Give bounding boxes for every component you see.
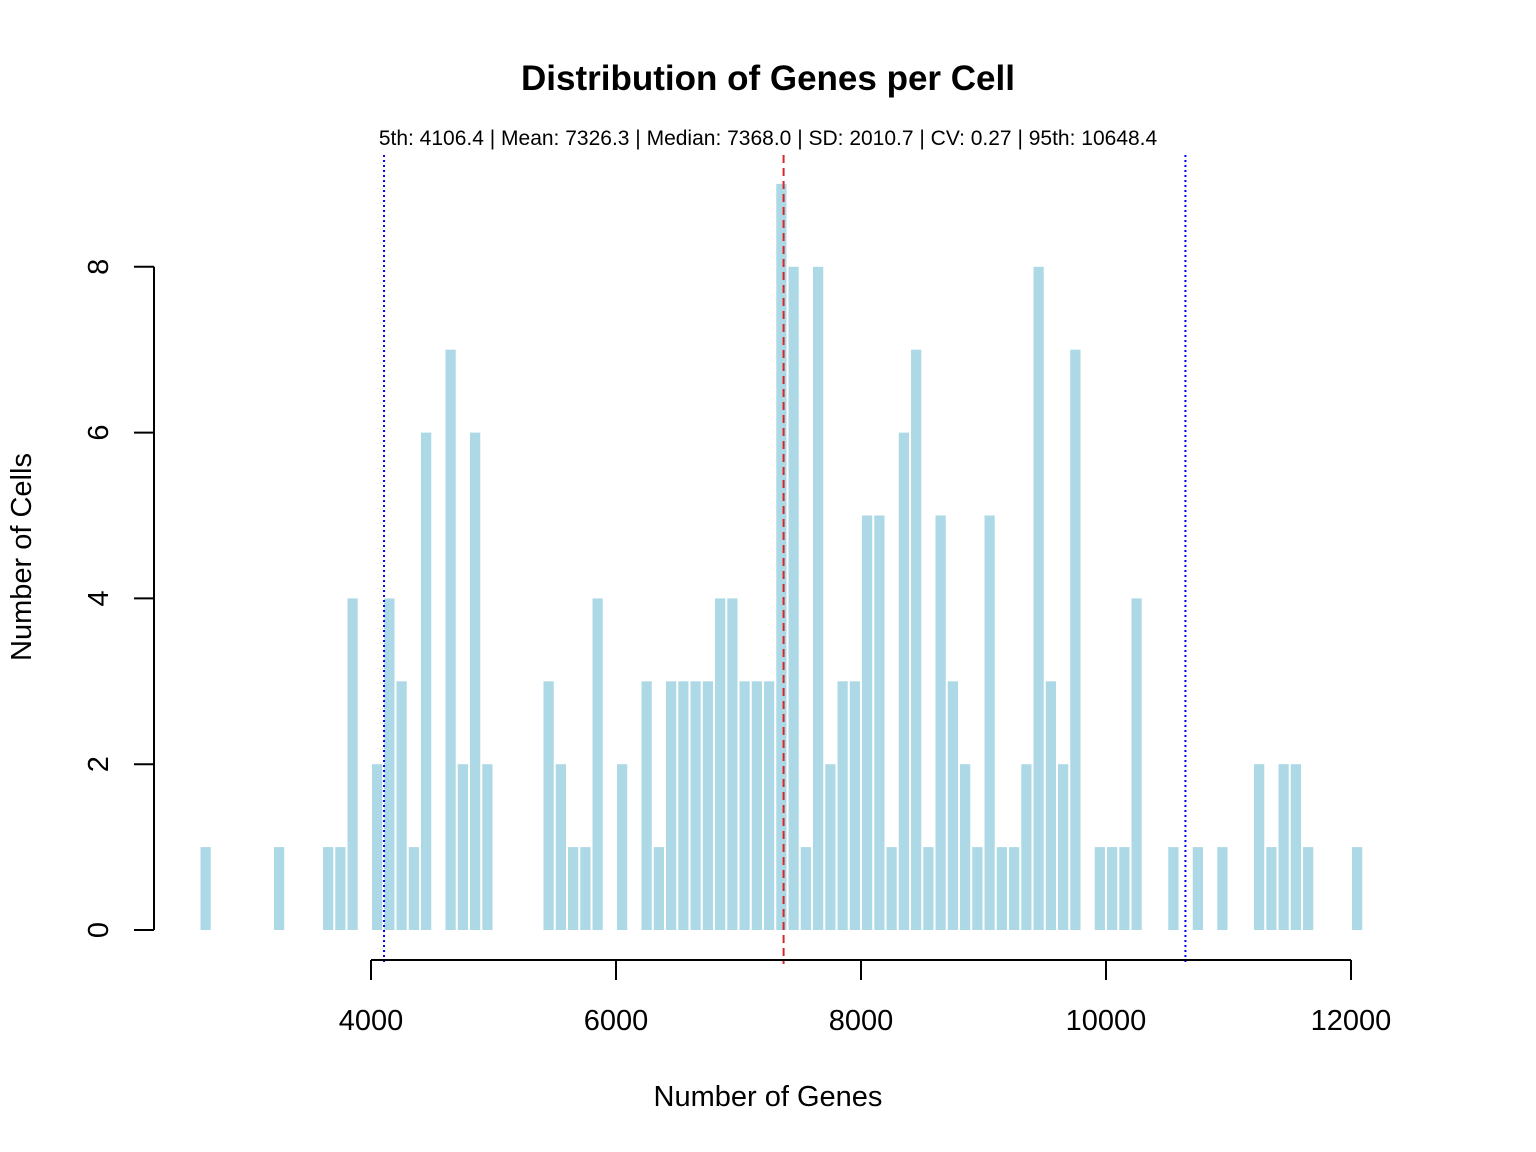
histogram-bar	[1058, 764, 1069, 930]
histogram-bar	[898, 432, 909, 930]
histogram-bar	[874, 515, 885, 930]
y-axis: 0 2 4 6 8	[83, 259, 155, 938]
histogram-bar	[580, 847, 591, 930]
histogram-bar	[543, 681, 554, 930]
histogram-bar	[813, 266, 824, 930]
histogram-bar	[715, 598, 726, 930]
histogram-bar	[776, 183, 787, 930]
y-tick-label: 4	[83, 590, 115, 606]
x-axis-label: Number of Genes	[654, 1081, 883, 1113]
histogram-bar	[984, 515, 995, 930]
x-tick-label: 4000	[339, 1005, 404, 1037]
reference-lines	[383, 155, 1187, 964]
histogram-bar	[690, 681, 701, 930]
histogram-bar	[1119, 847, 1130, 930]
histogram-bar	[1168, 847, 1179, 930]
chart-title: Distribution of Genes per Cell	[521, 59, 1015, 98]
histogram-bar	[1033, 266, 1044, 930]
histogram-bar	[678, 681, 689, 930]
histogram-bar	[960, 764, 971, 930]
histogram-bar	[1021, 764, 1032, 930]
histogram-bar	[849, 681, 860, 930]
histogram-bar	[1131, 598, 1142, 930]
histogram-bar	[739, 681, 750, 930]
histogram-bar	[641, 681, 652, 930]
histogram-bar	[1352, 847, 1363, 930]
histogram-bar	[837, 681, 848, 930]
histogram-bar	[1045, 681, 1056, 930]
histogram-bar	[274, 847, 285, 930]
histogram-bar	[666, 681, 677, 930]
histogram-bar	[592, 598, 603, 930]
x-tick-label: 6000	[584, 1005, 649, 1037]
histogram-bar	[911, 349, 922, 930]
histogram-bar	[862, 515, 873, 930]
y-tick-label: 2	[83, 756, 115, 772]
histogram-bar	[335, 847, 346, 930]
histogram-bars	[200, 183, 1363, 930]
histogram-bar	[947, 681, 958, 930]
histogram-bar	[800, 847, 811, 930]
histogram-bar	[1303, 847, 1314, 930]
histogram-bar	[751, 681, 762, 930]
histogram-bar	[457, 764, 468, 930]
histogram-bar	[1107, 847, 1118, 930]
histogram-bar	[702, 681, 713, 930]
histogram-bar	[617, 764, 628, 930]
histogram-bar	[1290, 764, 1301, 930]
histogram-bar	[408, 847, 419, 930]
histogram-bar	[1278, 764, 1289, 930]
histogram-bar	[384, 598, 395, 930]
histogram-bar	[323, 847, 334, 930]
histogram-bar	[727, 598, 738, 930]
histogram-bar	[445, 349, 456, 930]
histogram-bar	[555, 764, 566, 930]
y-tick-label: 0	[83, 922, 115, 938]
histogram-bar	[1254, 764, 1265, 930]
histogram-bar	[1009, 847, 1020, 930]
histogram-bar	[421, 432, 432, 930]
x-tick-label: 10000	[1066, 1005, 1147, 1037]
histogram-bar	[972, 847, 983, 930]
histogram-bar	[886, 847, 897, 930]
histogram-bar	[396, 681, 407, 930]
x-axis: 4000 6000 8000 10000 12000	[339, 959, 1392, 1037]
histogram-bar	[788, 266, 799, 930]
histogram-bar	[200, 847, 211, 930]
histogram-bar	[470, 432, 481, 930]
histogram-bar	[825, 764, 836, 930]
y-axis-label: Number of Cells	[6, 453, 38, 661]
histogram-bar	[923, 847, 934, 930]
histogram-bar	[1094, 847, 1105, 930]
histogram-bar	[1217, 847, 1228, 930]
histogram-bar	[1070, 349, 1081, 930]
histogram-bar	[1192, 847, 1203, 930]
x-tick-label: 12000	[1311, 1005, 1392, 1037]
y-tick-label: 8	[83, 259, 115, 275]
histogram-bar	[996, 847, 1007, 930]
histogram-bar	[372, 764, 383, 930]
histogram-bar	[935, 515, 946, 930]
histogram-bar	[568, 847, 579, 930]
histogram-bar	[764, 681, 775, 930]
histogram-bar	[347, 598, 358, 930]
x-tick-label: 8000	[829, 1005, 894, 1037]
chart-subtitle: 5th: 4106.4 | Mean: 7326.3 | Median: 736…	[379, 127, 1158, 150]
histogram-bar	[482, 764, 493, 930]
histogram-bar	[653, 847, 664, 930]
histogram-bar	[1266, 847, 1277, 930]
y-tick-label: 6	[83, 425, 115, 441]
